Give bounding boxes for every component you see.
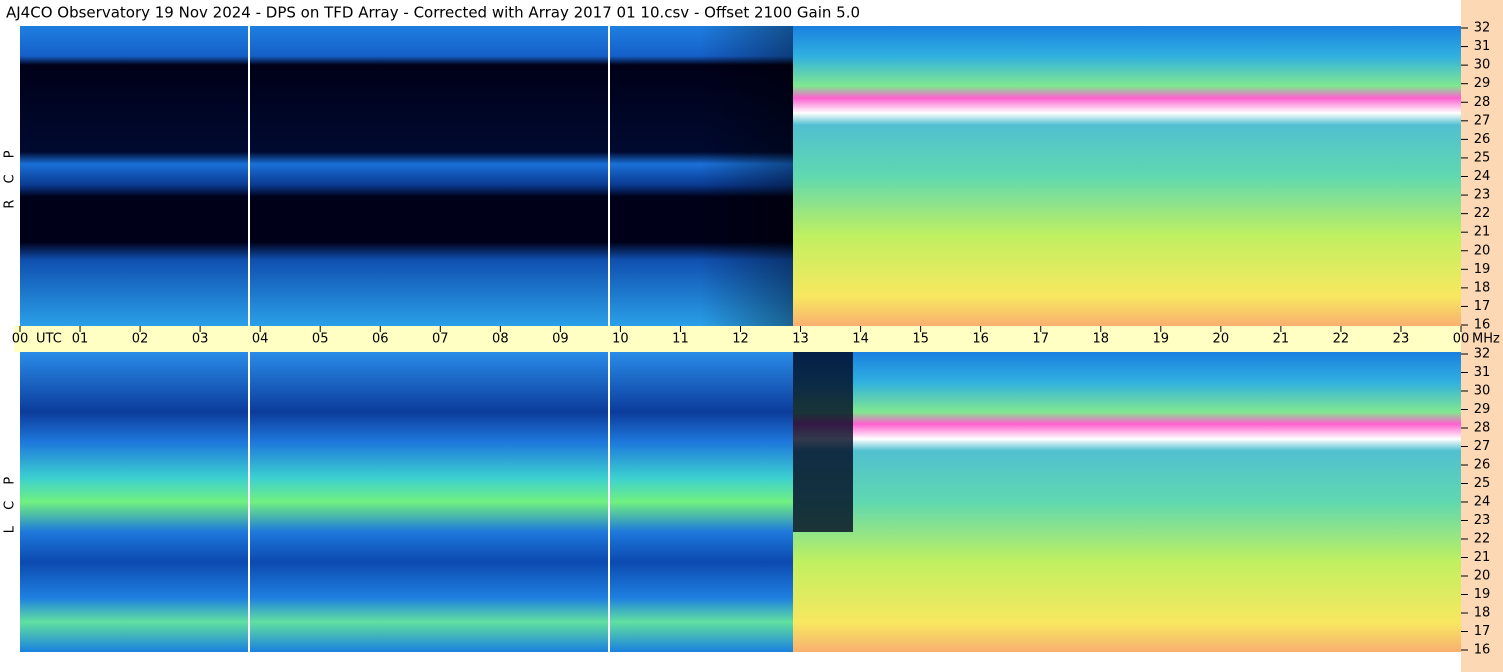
y-tick-label: 29 (1474, 402, 1491, 417)
y-tick-label: 23 (1474, 513, 1491, 528)
chart-title: AJ4CO Observatory 19 Nov 2024 - DPS on T… (6, 4, 860, 22)
x-tick-label: 22 (1333, 332, 1350, 347)
x-tick-label: 14 (852, 332, 869, 347)
y-tick-label: 16 (1474, 318, 1491, 333)
x-tick-label: 07 (432, 332, 449, 347)
y-tick-label: 26 (1474, 458, 1491, 473)
spectrum-transition (700, 26, 800, 326)
x-tick-label: 12 (732, 332, 749, 347)
time-axis-strip (14, 326, 1461, 352)
y-tick-label: 17 (1474, 299, 1491, 314)
x-tick-label: 00 (12, 332, 29, 347)
y-tick-label: 21 (1474, 550, 1491, 565)
y-tick-label: 31 (1474, 39, 1491, 54)
x-tick-label: 01 (72, 332, 89, 347)
y-tick-label: 27 (1474, 439, 1491, 454)
x-tick-label: 11 (672, 332, 689, 347)
y-tick-label: 19 (1474, 587, 1491, 602)
x-tick-label: 23 (1393, 332, 1410, 347)
spectrum-left (20, 352, 793, 652)
freq-column (1461, 0, 1503, 672)
x-tick-label: 13 (792, 332, 809, 347)
x-tick-label: 02 (132, 332, 149, 347)
x-tick-label: 08 (492, 332, 509, 347)
panel-label: L C P (3, 471, 18, 533)
y-tick-label: 32 (1474, 21, 1491, 36)
y-tick-label: 28 (1474, 95, 1491, 110)
x-tick-label: 21 (1273, 332, 1290, 347)
y-tick-label: 18 (1474, 606, 1491, 621)
x-tick-label: 10 (612, 332, 629, 347)
y-tick-label: 25 (1474, 150, 1491, 165)
y-tick-label: 30 (1474, 58, 1491, 73)
x-tick-label: 19 (1153, 332, 1170, 347)
y-tick-label: 28 (1474, 421, 1491, 436)
spectrum-right (793, 352, 1461, 652)
spectrum-dark-patch (793, 352, 853, 532)
y-tick-label: 26 (1474, 132, 1491, 147)
x-tick-label: 04 (252, 332, 269, 347)
x-tick-label: 15 (912, 332, 929, 347)
x-tick-label: 05 (312, 332, 329, 347)
y-tick-label: 22 (1474, 206, 1491, 221)
y-tick-label: 19 (1474, 262, 1491, 277)
x-tick-label: 06 (372, 332, 389, 347)
y-tick-label: 20 (1474, 569, 1491, 584)
panels (20, 26, 1461, 652)
x-tick-label: 16 (972, 332, 989, 347)
x-tick-label: 17 (1032, 332, 1049, 347)
y-tick-label: 25 (1474, 476, 1491, 491)
y-tick-label: 30 (1474, 384, 1491, 399)
y-axis-label: MHz (1472, 332, 1500, 347)
y-tick-label: 24 (1474, 495, 1491, 510)
y-tick-label: 21 (1474, 225, 1491, 240)
y-tick-label: 24 (1474, 169, 1491, 184)
x-tick-label: 09 (552, 332, 569, 347)
x-tick-label: 00 (1453, 332, 1470, 347)
y-tick-label: 17 (1474, 624, 1491, 639)
x-tick-label: 20 (1213, 332, 1230, 347)
y-tick-label: 16 (1474, 643, 1491, 658)
spectrum-right (793, 26, 1461, 326)
spectrum-left (20, 26, 793, 326)
y-tick-label: 31 (1474, 365, 1491, 380)
y-tick-label: 32 (1474, 347, 1491, 362)
x-axis-label: UTC (36, 332, 62, 347)
y-tick-label: 18 (1474, 280, 1491, 295)
y-tick-label: 20 (1474, 243, 1491, 258)
y-tick-label: 29 (1474, 76, 1491, 91)
y-tick-label: 23 (1474, 188, 1491, 203)
x-tick-label: 18 (1092, 332, 1109, 347)
x-tick-label: 03 (192, 332, 209, 347)
panel-label: R C P (3, 144, 18, 208)
y-tick-label: 22 (1474, 532, 1491, 547)
y-tick-label: 27 (1474, 113, 1491, 128)
